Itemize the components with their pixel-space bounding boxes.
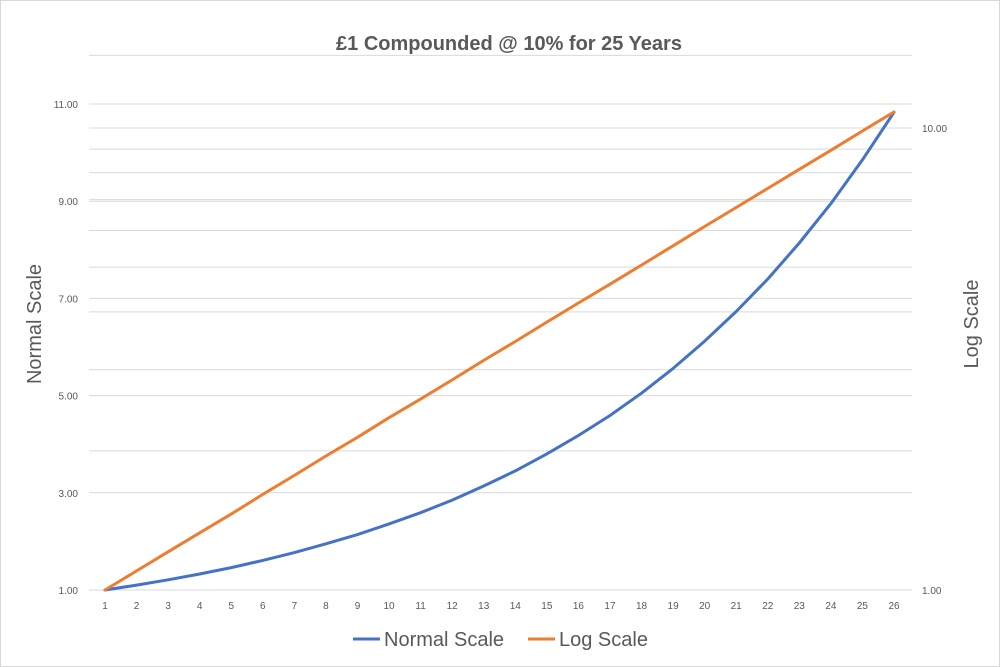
x-tick-label: 14 <box>510 601 522 612</box>
series-line-log-scale <box>103 110 896 592</box>
x-tick-label: 24 <box>825 601 837 612</box>
x-tick-label: 2 <box>134 601 140 612</box>
y2-axis-title: Log Scale <box>961 280 983 369</box>
chart-title: £1 Compounded @ 10% for 25 Years <box>336 33 682 55</box>
x-tick-label: 13 <box>478 601 490 612</box>
x-tick-label: 20 <box>699 601 711 612</box>
x-tick-label: 18 <box>636 601 648 612</box>
x-tick-label: 22 <box>762 601 774 612</box>
legend-label: Normal Scale <box>384 629 504 651</box>
x-tick-label: 1 <box>102 601 108 612</box>
x-tick-label: 21 <box>731 601 743 612</box>
x-tick-label: 23 <box>794 601 806 612</box>
x-axis-ticks: 1 2 3 4 5 6 7 8 9 10 11 12 13 14 15 16 17 18 19 20 21 22 23 24 2… <box>102 601 900 612</box>
y-tick-label: 11.00 <box>54 100 79 111</box>
x-tick-label: 11 <box>415 601 426 612</box>
y-tick-label: 5.00 <box>59 392 79 403</box>
y-axis-ticks: 1.00 3.00 5.00 7.00 9.00 11.00 <box>54 100 79 597</box>
x-tick-label: 12 <box>447 601 459 612</box>
x-tick-label: 15 <box>541 601 553 612</box>
x-tick-label: 8 <box>323 601 329 612</box>
y2-axis-ticks: 1.00 10.00 <box>922 124 947 597</box>
x-tick-label: 17 <box>604 601 616 612</box>
x-tick-label: 3 <box>165 601 171 612</box>
x-tick-label: 10 <box>383 601 395 612</box>
x-tick-label: 6 <box>260 601 266 612</box>
gridlines <box>89 54 912 494</box>
series-line-normal-scale <box>103 110 896 592</box>
series-layer <box>103 110 896 592</box>
x-tick-label: 9 <box>355 601 361 612</box>
y2-tick-label: 1.00 <box>922 586 942 597</box>
x-tick-label: 25 <box>857 601 869 612</box>
y-tick-label: 1.00 <box>59 586 79 597</box>
y-tick-label: 9.00 <box>59 197 79 208</box>
x-tick-label: 26 <box>888 601 900 612</box>
x-tick-label: 4 <box>197 601 203 612</box>
y-tick-label: 3.00 <box>59 489 79 500</box>
y-tick-label: 7.00 <box>59 294 79 305</box>
x-tick-label: 16 <box>573 601 585 612</box>
x-tick-label: 5 <box>228 601 234 612</box>
x-tick-label: 7 <box>292 601 298 612</box>
x-tick-label: 19 <box>668 601 680 612</box>
legend: Normal Scale Log Scale <box>353 629 648 651</box>
y2-tick-label: 10.00 <box>922 124 947 135</box>
y-axis-title: Normal Scale <box>24 264 46 384</box>
legend-label: Log Scale <box>559 629 648 651</box>
